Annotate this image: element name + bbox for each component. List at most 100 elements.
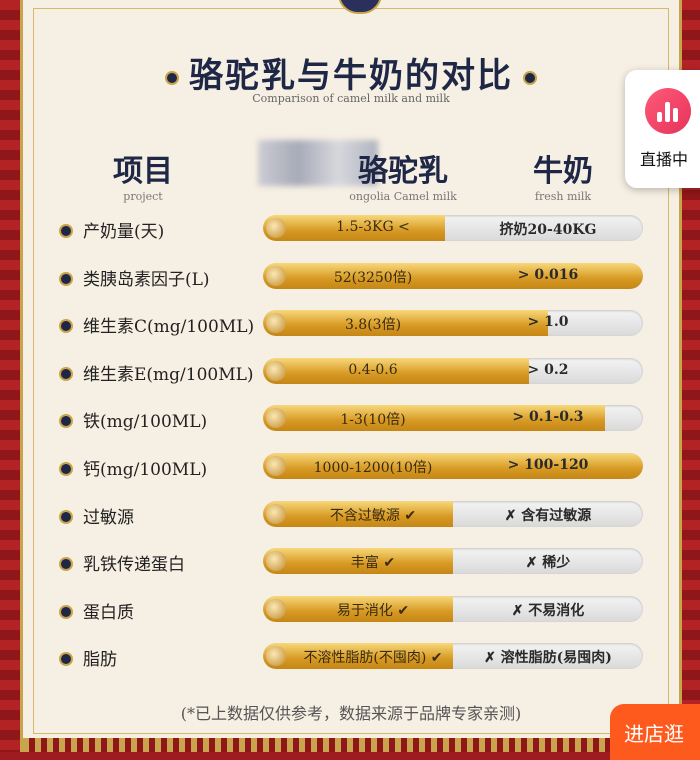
milk-value: ✗ 不易消化 [511, 602, 585, 619]
camel-value: 3.8(3倍) [344, 317, 402, 334]
enter-shop-button[interactable]: 进店逛 [610, 704, 700, 760]
header-camel-zh: 骆驼乳 [358, 154, 448, 189]
row-label: 铁(mg/100ML) [83, 412, 208, 433]
comparison-bar: 52(3250倍) > 0.016 [263, 262, 643, 289]
top-emblem [338, 0, 382, 14]
row-label: 脂肪 [83, 650, 117, 671]
bar-fill [263, 405, 605, 432]
camel-knob-icon [266, 456, 286, 476]
camel-knob-icon [266, 218, 286, 238]
header-project: 项目 project [83, 146, 203, 203]
page-subtitle: Comparison of camel milk and milk [252, 92, 450, 105]
camel-knob-icon [266, 598, 286, 619]
bar-fill [263, 215, 446, 241]
camel-knob-icon [266, 265, 286, 286]
camel-value: 不含过敏源 ✔ [329, 507, 417, 524]
frame-left-border [0, 0, 22, 752]
bar-fill [263, 262, 643, 289]
footnote: (*已上数据仅供参考，数据来源于品牌专家亲测) [180, 704, 522, 723]
header-project-en: project [123, 190, 163, 203]
row-bullet-icon [59, 604, 73, 619]
camel-value: 0.4-0.6 [348, 361, 398, 378]
comparison-panel: 骆驼乳与牛奶的对比 Comparison of camel milk and m… [20, 0, 682, 752]
comparison-bar: 易于消化 ✔ ✗ 不易消化 [263, 595, 643, 622]
comparison-row: 维生素E(mg/100ML) 0.4-0.6 > 0.2 [23, 355, 685, 391]
frame-right-border [678, 0, 700, 752]
camel-knob-icon [266, 503, 286, 524]
comparison-bar: 3.8(3倍) > 1.0 [263, 310, 643, 337]
row-label: 产奶量(天) [83, 222, 165, 242]
milk-value: 挤奶20-40KG [499, 222, 597, 238]
bar-fill [263, 453, 643, 479]
page-title: 骆驼乳与牛奶的对比 [23, 48, 679, 97]
row-label: 类胰岛素因子(L) [83, 269, 210, 290]
row-bullet-icon [59, 652, 73, 667]
header-project-zh: 项目 [113, 154, 173, 189]
live-button[interactable]: 直播中 [625, 70, 700, 188]
bar-fill [263, 310, 548, 337]
row-bullet-icon [59, 271, 73, 286]
comparison-row: 类胰岛素因子(L) 52(3250倍) > 0.016 [23, 260, 685, 296]
row-bullet-icon [59, 414, 73, 429]
live-label: 直播中 [640, 150, 689, 169]
header-milk: 牛奶 fresh milk [503, 146, 623, 203]
milk-value: > 100-120 [507, 457, 589, 473]
camel-value: 1-3(10倍) [340, 412, 406, 429]
comparison-row: 乳铁传递蛋白 丰富 ✔ ✗ 稀少 [23, 545, 685, 581]
camel-value: 丰富 ✔ [350, 555, 396, 572]
comparison-row: 蛋白质 易于消化 ✔ ✗ 不易消化 [23, 593, 685, 629]
camel-knob-icon [266, 646, 286, 667]
milk-value: > 1.0 [527, 314, 569, 331]
title-text: 骆驼乳与牛奶的对比 [189, 56, 513, 96]
row-bullet-icon [59, 509, 73, 524]
row-bullet-icon [59, 224, 73, 238]
row-label: 过敏源 [83, 507, 134, 528]
comparison-row: 过敏源 不含过敏源 ✔ ✗ 含有过敏源 [23, 498, 685, 534]
milk-value: ✗ 稀少 [525, 555, 571, 572]
row-label: 蛋白质 [83, 602, 134, 623]
camel-knob-icon [266, 408, 286, 429]
header-camel: 骆驼乳 ongolia Camel milk [323, 146, 483, 203]
comparison-row: 产奶量(天) 1.5-3KG < 挤奶20-40KG [23, 212, 685, 248]
bottom-trim [23, 738, 679, 752]
row-bullet-icon [59, 462, 73, 476]
title-dot-icon [165, 71, 179, 85]
comparison-bar: 不溶性脂肪(不囤肉) ✔ ✗ 溶性脂肪(易囤肉) [263, 643, 643, 670]
comparison-row: 钙(mg/100ML) 1000-1200(10倍) > 100-120 [23, 450, 685, 486]
header-milk-en: fresh milk [534, 190, 592, 203]
live-icon [645, 88, 691, 134]
bar-fill [263, 643, 453, 670]
bar-fill [263, 500, 453, 527]
row-label: 乳铁传递蛋白 [83, 555, 185, 576]
bar-fill [263, 357, 529, 384]
row-label: 维生素C(mg/100ML) [83, 317, 255, 338]
row-bullet-icon [59, 366, 73, 381]
comparison-row: 脂肪 不溶性脂肪(不囤肉) ✔ ✗ 溶性脂肪(易囤肉) [23, 640, 685, 676]
comparison-bar: 1-3(10倍) > 0.1-0.3 [263, 405, 643, 432]
camel-value: 52(3250倍) [333, 269, 413, 286]
bar-fill [263, 548, 453, 575]
comparison-bar: 不含过敏源 ✔ ✗ 含有过敏源 [263, 500, 643, 527]
comparison-bar: 0.4-0.6 > 0.2 [263, 357, 643, 384]
title-dot-icon [523, 71, 537, 85]
camel-value: 1.5-3KG < [336, 219, 410, 235]
blurred-logo [258, 140, 378, 186]
row-bullet-icon [59, 319, 73, 334]
comparison-bar: 1000-1200(10倍) > 100-120 [263, 453, 643, 479]
milk-value: ✗ 溶性脂肪(易囤肉) [484, 650, 612, 667]
header-camel-en: ongolia Camel milk [349, 190, 457, 203]
camel-knob-icon [266, 313, 286, 334]
comparison-bar: 1.5-3KG < 挤奶20-40KG [263, 215, 643, 241]
camel-value: 不溶性脂肪(不囤肉) ✔ [303, 650, 443, 667]
comparison-row: 铁(mg/100ML) 1-3(10倍) > 0.1-0.3 [23, 402, 685, 438]
milk-value: > 0.1-0.3 [512, 409, 584, 426]
row-label: 维生素E(mg/100ML) [83, 364, 254, 385]
camel-value: 1000-1200(10倍) [313, 460, 433, 476]
camel-knob-icon [266, 360, 286, 381]
row-label: 钙(mg/100ML) [83, 460, 208, 480]
comparison-row: 维生素C(mg/100ML) 3.8(3倍) > 1.0 [23, 307, 685, 343]
camel-knob-icon [266, 551, 286, 572]
milk-value: ✗ 含有过敏源 [504, 507, 592, 524]
header-milk-zh: 牛奶 [533, 154, 593, 189]
camel-value: 易于消化 ✔ [336, 602, 410, 619]
